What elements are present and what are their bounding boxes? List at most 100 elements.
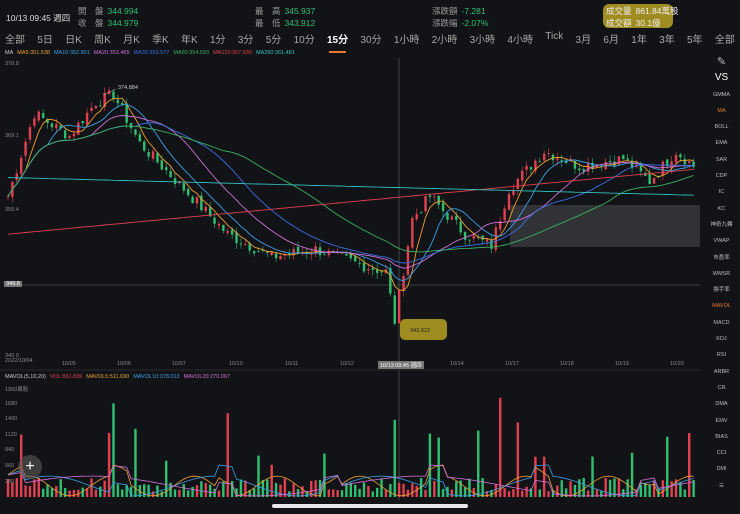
candle (94, 105, 98, 109)
volume-bar (503, 488, 506, 497)
volume-bar (68, 490, 71, 497)
volume-bar (578, 479, 581, 497)
tab-16[interactable]: 4小時 (507, 35, 533, 46)
tab-13[interactable]: 1小時 (393, 35, 420, 46)
tab-18[interactable]: 3月 (575, 35, 592, 46)
candle (230, 229, 234, 235)
indicator-10[interactable]: VWAP (713, 238, 730, 245)
candle (41, 113, 45, 118)
volume-bar (481, 478, 484, 497)
tab-3[interactable]: 周K (94, 35, 111, 46)
indicator-8[interactable]: KC (717, 205, 726, 212)
volume-bar (59, 479, 62, 497)
volume-bar (591, 456, 594, 497)
ma-legend: MA MA5:351.538 MA10:352.801 MA20:353.465 MA3… (5, 50, 299, 56)
tab-11[interactable]: 15分 (327, 31, 348, 53)
tab-22[interactable]: 5年 (686, 35, 703, 46)
candle (85, 112, 89, 125)
indicator-23[interactable]: CCI (716, 450, 727, 457)
tab-12[interactable]: 30分 (360, 35, 382, 46)
tab-17[interactable]: Tick (545, 31, 564, 42)
pencil-icon[interactable]: ✎ (716, 56, 727, 68)
volume-bar (103, 480, 106, 497)
indicator-19[interactable]: CR (717, 384, 726, 391)
candle (208, 207, 212, 217)
indicator-9[interactable]: 神奇九轉 (710, 221, 733, 228)
tab-7[interactable]: 1分 (210, 35, 226, 46)
indicator-3[interactable]: BOLL (714, 124, 729, 131)
volume-bar (477, 430, 480, 497)
indicator-14[interactable]: MAVOL (712, 303, 731, 310)
volume-bar (134, 428, 137, 497)
tab-1[interactable]: 5日 (37, 35, 53, 46)
tab-15[interactable]: 3小時 (469, 35, 496, 46)
indicator-22[interactable]: BIAS (715, 433, 728, 440)
candle (50, 123, 54, 128)
volume-bar (208, 484, 212, 497)
legend-title: MA (5, 50, 14, 56)
indicator-24[interactable]: DMI (716, 466, 727, 473)
candle (204, 206, 207, 212)
tab-8[interactable]: 3分 (237, 35, 254, 46)
tab-14[interactable]: 2小時 (431, 35, 458, 46)
tab-4[interactable]: 月K (123, 35, 140, 46)
volume-bar (121, 489, 124, 497)
home-indicator[interactable] (272, 504, 468, 508)
tab-5[interactable]: 季K (152, 35, 169, 46)
indicator-12[interactable]: WMSR (712, 270, 731, 277)
indicator-20[interactable]: DMA (715, 401, 728, 408)
settings-icon[interactable]: ☰ (719, 482, 724, 489)
volume-bar (397, 482, 401, 497)
candle (239, 243, 243, 245)
volume-bar (683, 489, 687, 497)
tab-10[interactable]: 10分 (293, 35, 315, 46)
vol-axis-label: 840 (5, 447, 15, 454)
legend-item: MA250:361.481 (255, 50, 295, 56)
indicator-13[interactable]: 換手率 (713, 287, 730, 294)
volume-bar (248, 490, 251, 497)
candle (490, 240, 493, 249)
candle (112, 91, 115, 100)
indicator-15[interactable]: MACD (713, 319, 730, 326)
indicator-21[interactable]: EMV (715, 417, 728, 424)
volume-bar (41, 488, 45, 497)
indicator-4[interactable]: EMA (715, 140, 728, 147)
tab-19[interactable]: 6月 (603, 35, 619, 46)
indicator-1[interactable]: GMMA (712, 91, 731, 98)
tab-23[interactable]: 全部 (714, 35, 735, 46)
volume-bar (626, 479, 629, 497)
vol-axis-label: 280 (5, 478, 15, 485)
volume-bar (252, 488, 256, 497)
tab-20[interactable]: 1年 (631, 35, 647, 46)
indicator-17[interactable]: RSI (716, 352, 727, 359)
tab-2[interactable]: 日K (65, 35, 82, 46)
volume-bar (455, 481, 458, 497)
volume-bar (586, 490, 590, 497)
indicator-6[interactable]: CDP (715, 173, 728, 180)
indicator-2[interactable]: MA (717, 107, 726, 114)
candle (24, 141, 27, 156)
volume-bar (652, 480, 656, 497)
volume-bar (332, 489, 335, 497)
volume-bar (37, 477, 40, 497)
add-button[interactable]: + (18, 455, 42, 479)
indicator-7[interactable]: IC (718, 189, 725, 196)
volume-bar (433, 480, 436, 497)
ma-line-5 (7, 97, 694, 292)
indicator-16[interactable]: KDJ (716, 336, 727, 343)
volume-bar (538, 489, 541, 497)
tab-0[interactable]: 全部 (5, 35, 25, 46)
date-label: 10/05 (62, 361, 76, 367)
indicator-18[interactable]: ARBR (713, 368, 730, 375)
indicator-0[interactable]: VS (714, 72, 729, 84)
indicator-5[interactable]: SAR (715, 156, 728, 163)
indicator-11[interactable]: 市盈率 (713, 254, 730, 261)
tab-6[interactable]: 年K (181, 35, 198, 46)
volume-bar (375, 487, 379, 497)
tab-21[interactable]: 3年 (659, 35, 675, 46)
price-chart[interactable] (0, 0, 700, 514)
date-label: 10/07 (172, 361, 186, 367)
candle (99, 105, 102, 107)
candle (499, 221, 502, 230)
tab-9[interactable]: 5分 (265, 35, 282, 46)
